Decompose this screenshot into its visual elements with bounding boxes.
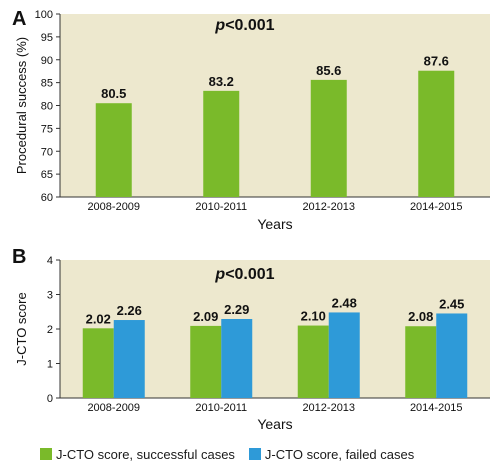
- y-tick-label: 75: [41, 123, 53, 135]
- y-tick-label: 1: [47, 359, 53, 371]
- bar: [310, 79, 347, 197]
- bar: [328, 312, 360, 398]
- legend-swatch-successful: [40, 448, 52, 460]
- p-symbol: p: [214, 17, 225, 34]
- bar: [221, 318, 253, 398]
- bar-value-label: 85.6: [316, 63, 341, 78]
- bar: [190, 325, 222, 398]
- y-tick-label: 65: [41, 169, 53, 181]
- x-tick-label: 2010-2011: [195, 402, 247, 414]
- bar: [436, 313, 468, 398]
- y-tick-label: 100: [35, 9, 53, 21]
- p-symbol: p: [214, 266, 225, 283]
- bar-value-label: 2.26: [117, 303, 142, 318]
- bar: [297, 325, 329, 398]
- y-tick-label: 3: [47, 290, 53, 302]
- p-value-annotation: p<0.001: [214, 266, 274, 283]
- bar-value-label: 2.08: [408, 309, 433, 324]
- bar-value-label: 2.29: [224, 302, 249, 317]
- bar-value-label: 2.09: [193, 309, 218, 324]
- y-axis-label: J-CTO score: [14, 292, 29, 365]
- x-tick-label: 2014-2015: [410, 201, 463, 213]
- p-threshold: <0.001: [225, 17, 274, 34]
- bar: [82, 328, 114, 398]
- x-tick-label: 2008-2009: [87, 402, 140, 414]
- legend-item-failed: J-CTO score, failed cases: [248, 446, 415, 462]
- bar-value-label: 2.48: [332, 295, 357, 310]
- p-threshold: <0.001: [225, 266, 274, 283]
- x-axis-label: Years: [257, 416, 292, 432]
- legend-label-successful: J-CTO score, successful cases: [56, 446, 235, 462]
- bar-value-label: 87.6: [424, 54, 449, 69]
- y-axis-label: Procedural success (%): [14, 37, 29, 174]
- bar: [405, 326, 437, 398]
- panel-label-A: A: [12, 8, 26, 30]
- y-tick-label: 0: [47, 393, 53, 405]
- x-tick-label: 2008-2009: [87, 201, 140, 213]
- bar: [418, 70, 455, 197]
- y-tick-label: 70: [41, 146, 53, 158]
- bar-value-label: 83.2: [209, 74, 234, 89]
- y-tick-label: 80: [41, 101, 53, 113]
- bar: [203, 90, 240, 197]
- y-tick-label: 85: [41, 78, 53, 90]
- y-tick-label: 90: [41, 55, 53, 67]
- y-tick-label: 60: [41, 192, 53, 204]
- x-tick-label: 2012-2013: [302, 402, 355, 414]
- y-tick-label: 4: [47, 255, 53, 267]
- bar-value-label: 2.45: [439, 296, 464, 311]
- legend-swatch-failed: [248, 448, 261, 460]
- legend: J-CTO score, successful cases J-CTO scor…: [40, 444, 428, 464]
- legend-item-successful: J-CTO score, successful cases: [40, 447, 235, 462]
- p-value-annotation: p<0.001: [214, 17, 274, 34]
- bar: [95, 103, 132, 197]
- legend-label-failed: J-CTO score, failed cases: [264, 446, 415, 462]
- bar-value-label: 2.02: [86, 311, 111, 326]
- bar: [113, 320, 145, 398]
- x-tick-label: 2012-2013: [302, 201, 355, 213]
- panel-label-B: B: [12, 246, 26, 268]
- x-axis-label: Years: [257, 216, 292, 232]
- y-tick-label: 2: [47, 324, 53, 336]
- x-tick-label: 2010-2011: [195, 201, 247, 213]
- bar-value-label: 2.10: [301, 309, 326, 324]
- bar-value-label: 80.5: [101, 86, 126, 101]
- y-tick-label: 95: [41, 32, 53, 44]
- x-tick-label: 2014-2015: [410, 402, 463, 414]
